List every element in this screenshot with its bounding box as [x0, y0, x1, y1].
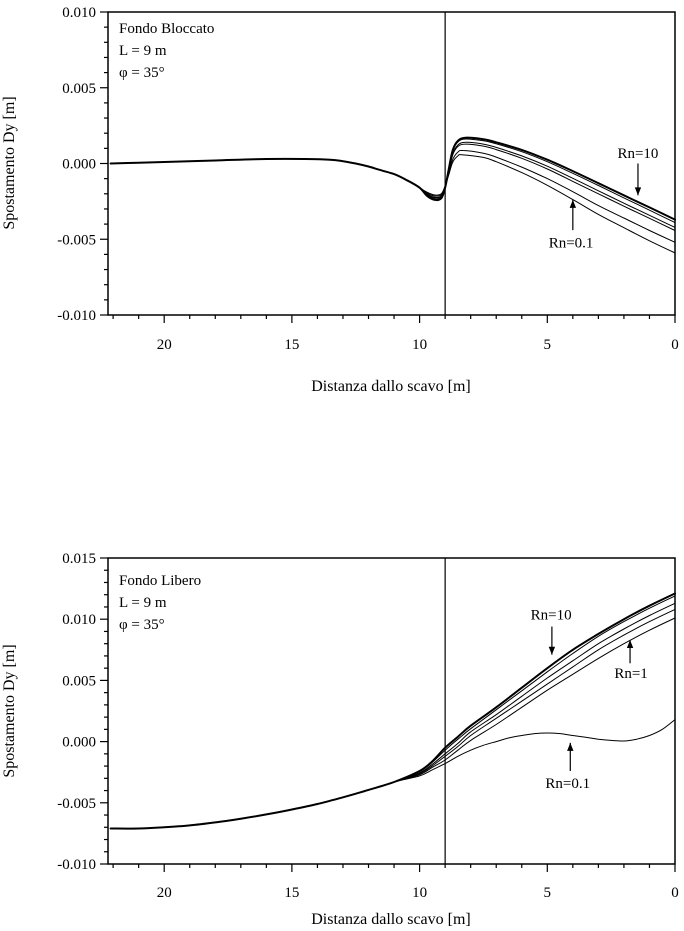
series-curve-rn0.1	[110, 154, 676, 254]
y-tick-label: 0.005	[62, 81, 96, 97]
series-curve-rn1	[110, 617, 676, 830]
annotation-label-rn1: Rn=1	[614, 666, 647, 682]
annotation-label-rn01: Rn=0.1	[545, 776, 590, 792]
plot-frame	[107, 557, 676, 865]
plot-frame	[107, 11, 676, 316]
series-curve-rn10	[109, 136, 676, 221]
annotation-label-rn10: Rn=10	[617, 146, 658, 162]
annotation-arrow-head	[567, 742, 574, 751]
panel-param-length: L = 9 m	[119, 595, 167, 611]
y-axis-title: Spostamento Dy [m]	[1, 96, 18, 229]
series-curve-unlabeled	[110, 149, 676, 243]
annotation-arrow-head	[634, 187, 642, 196]
series-curve-unlabeled	[110, 141, 676, 228]
y-tick-label: -0.005	[57, 232, 96, 248]
y-tick-label: 0.010	[62, 612, 96, 628]
panel-param-phi: φ = 35°	[119, 617, 165, 633]
annotation-arrow-head	[626, 640, 634, 649]
annotation-label-rn10: Rn=10	[531, 607, 572, 623]
x-tick-label: 15	[284, 337, 299, 353]
series-curve-rn0.1	[110, 719, 676, 830]
annotations	[548, 626, 634, 771]
x-tick-label: 20	[157, 885, 172, 901]
y-tick-label: 0.015	[62, 551, 96, 567]
x-tick-label: 15	[284, 885, 299, 901]
curves	[109, 592, 676, 830]
y-tick-label: 0.005	[62, 673, 96, 689]
y-axis-title: Spostamento Dy [m]	[1, 644, 18, 777]
x-axis-title: Distanza dallo scavo [m]	[311, 911, 471, 928]
x-tick-label: 0	[671, 337, 679, 353]
x-tick-label: 10	[412, 337, 427, 353]
y-tick-label: -0.010	[57, 857, 96, 873]
x-tick-label: 0	[671, 885, 679, 901]
panel-param-length: L = 9 m	[119, 43, 167, 59]
x-tick-label: 20	[157, 337, 172, 353]
panel-title-line: Fondo Bloccato	[119, 21, 214, 37]
panel-title-line: Fondo Libero	[119, 573, 201, 589]
series-curve-unlabeled	[110, 602, 676, 830]
y-tick-label: -0.005	[57, 796, 96, 812]
axes: 20 15 10 5 0 0.015 0.010 0.005 0.000 -0.005 -0.010	[57, 551, 679, 901]
x-tick-label: 10	[412, 885, 427, 901]
chart-fondo-bloccato: 20 15 10 5 0 0.010 0.005 0.000 -0.005 -0.010 Fond…	[1, 5, 679, 395]
annotation-label-rn01: Rn=0.1	[549, 235, 594, 251]
series-curve-unlabeled	[110, 595, 676, 830]
annotation-arrow-head	[548, 646, 556, 655]
curves	[109, 136, 676, 254]
y-tick-label: 0.000	[62, 157, 96, 173]
x-tick-label: 5	[544, 337, 552, 353]
chart-fondo-libero: 20 15 10 5 0 0.015 0.010 0.005 0.000 -0.005 -0.010…	[1, 551, 679, 928]
series-curve-unlabeled	[110, 608, 676, 830]
x-axis-title: Distanza dallo scavo [m]	[311, 378, 471, 395]
series-curve-rn10	[109, 592, 676, 830]
annotations	[569, 163, 642, 231]
panel-param-phi: φ = 35°	[119, 65, 165, 81]
x-tick-label: 5	[544, 885, 552, 901]
annotation-arrow-head	[569, 199, 577, 208]
y-tick-label: -0.010	[57, 308, 96, 324]
y-tick-label: 0.000	[62, 735, 96, 751]
y-tick-label: 0.010	[62, 5, 96, 21]
axes: 20 15 10 5 0 0.010 0.005 0.000 -0.005 -0.010	[57, 5, 679, 353]
